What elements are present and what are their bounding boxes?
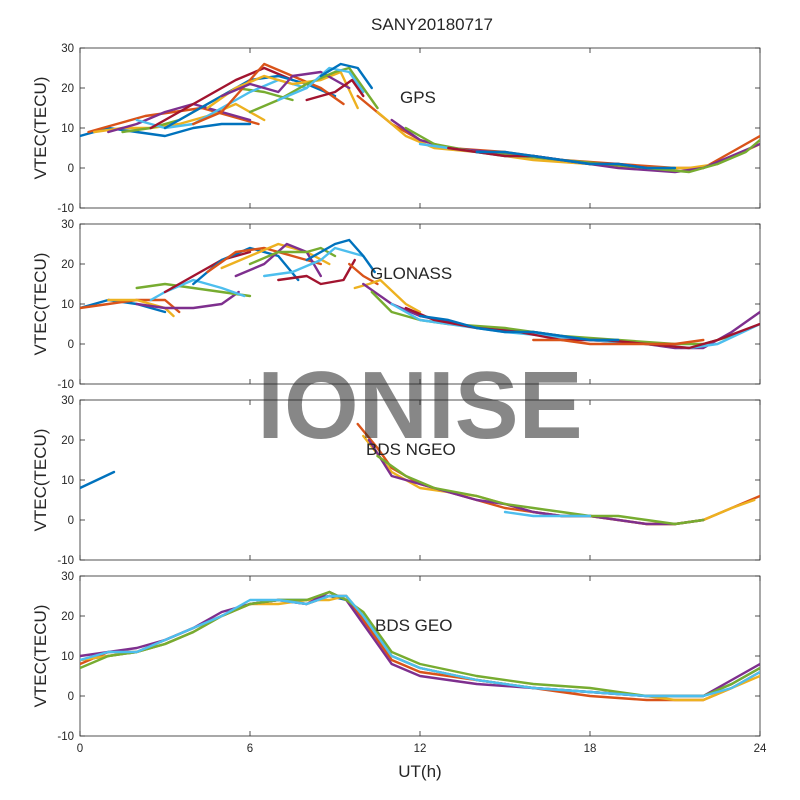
y-tick-label: 0 bbox=[68, 163, 74, 175]
y-tick-label: 20 bbox=[61, 435, 74, 447]
y-tick-label: 0 bbox=[68, 339, 74, 351]
series-line bbox=[87, 106, 260, 134]
series-line bbox=[80, 594, 760, 702]
y-tick-label: 10 bbox=[61, 651, 74, 663]
panel-gps: -10 0 10 20 30 VTEC(TECU) GPS bbox=[31, 43, 761, 215]
y-tick-label: 20 bbox=[61, 83, 74, 95]
series-line bbox=[135, 290, 240, 310]
series-group bbox=[80, 422, 760, 526]
series-line bbox=[305, 238, 376, 274]
series-line bbox=[206, 70, 359, 110]
series-group bbox=[80, 590, 760, 702]
y-tick-label: 30 bbox=[61, 571, 74, 583]
y-tick-label: 0 bbox=[68, 515, 74, 527]
series-line bbox=[503, 510, 592, 518]
x-tick-label: 6 bbox=[247, 743, 253, 755]
y-tick-label: -10 bbox=[57, 379, 74, 391]
watermark: IONISE bbox=[257, 352, 582, 459]
panel-label: GLONASS bbox=[370, 264, 452, 283]
y-tick-label: -10 bbox=[57, 203, 74, 215]
y-tick-label: -10 bbox=[57, 731, 74, 743]
series-line bbox=[80, 298, 181, 314]
series-line bbox=[107, 102, 252, 134]
series-line bbox=[367, 438, 705, 526]
y-axis-label: VTEC(TECU) bbox=[31, 77, 50, 180]
series-line bbox=[80, 594, 760, 698]
y-tick-label: 0 bbox=[68, 691, 74, 703]
y-axis-label: VTEC(TECU) bbox=[31, 605, 50, 708]
series-line bbox=[348, 262, 379, 286]
y-tick-label: 30 bbox=[61, 219, 74, 231]
series-line bbox=[149, 278, 246, 302]
y-tick-label: 30 bbox=[61, 395, 74, 407]
series-line bbox=[475, 150, 677, 170]
x-axis-label: UT(h) bbox=[398, 762, 441, 781]
series-line bbox=[107, 298, 175, 318]
x-tick-label: 18 bbox=[584, 743, 597, 755]
series-line bbox=[135, 282, 252, 298]
series-group bbox=[80, 62, 760, 174]
series-line bbox=[220, 70, 351, 98]
axes-box bbox=[79, 575, 761, 737]
y-axis-label: VTEC(TECU) bbox=[31, 429, 50, 532]
series-line bbox=[277, 66, 365, 102]
x-tick-label: 12 bbox=[414, 743, 427, 755]
panel-label: GPS bbox=[400, 88, 436, 107]
panel-glonass: -10 0 10 20 30 VTEC(TECU) GLONASS bbox=[31, 219, 761, 391]
series-line bbox=[376, 454, 705, 526]
y-tick-label: -10 bbox=[57, 555, 74, 567]
series-line bbox=[418, 314, 620, 342]
x-tick-label: 24 bbox=[754, 743, 767, 755]
series-line bbox=[163, 250, 252, 294]
series-line bbox=[319, 62, 373, 90]
series-line bbox=[532, 338, 705, 346]
y-tick-label: 20 bbox=[61, 259, 74, 271]
chart-title: SANY20180717 bbox=[371, 15, 493, 34]
series-line bbox=[206, 246, 322, 274]
panel-label: BDS GEO bbox=[375, 616, 452, 635]
series-line bbox=[80, 594, 760, 702]
y-tick-label: 10 bbox=[61, 299, 74, 311]
y-axis-label: VTEC(TECU) bbox=[31, 253, 50, 356]
series-line bbox=[149, 66, 294, 130]
panel-bds-ngeo: -10 0 10 20 30 VTEC(TECU) BDS NGEO bbox=[31, 395, 761, 567]
series-line bbox=[80, 590, 760, 698]
y-tick-label: 20 bbox=[61, 611, 74, 623]
series-line bbox=[80, 594, 760, 698]
x-tick-label: 0 bbox=[77, 743, 83, 755]
series-line bbox=[263, 246, 365, 278]
series-line bbox=[376, 110, 760, 170]
series-group bbox=[80, 238, 760, 350]
axes-box bbox=[79, 47, 761, 209]
y-tick-label: 10 bbox=[61, 475, 74, 487]
y-tick-label: 30 bbox=[61, 43, 74, 55]
series-line bbox=[305, 78, 365, 102]
series-line bbox=[80, 122, 252, 138]
series-line bbox=[234, 242, 322, 278]
panel-label: BDS NGEO bbox=[366, 440, 456, 459]
series-line bbox=[80, 590, 760, 698]
series-line bbox=[80, 470, 116, 490]
series-line bbox=[277, 258, 356, 286]
y-tick-label: 10 bbox=[61, 123, 74, 135]
series-line bbox=[192, 62, 345, 126]
